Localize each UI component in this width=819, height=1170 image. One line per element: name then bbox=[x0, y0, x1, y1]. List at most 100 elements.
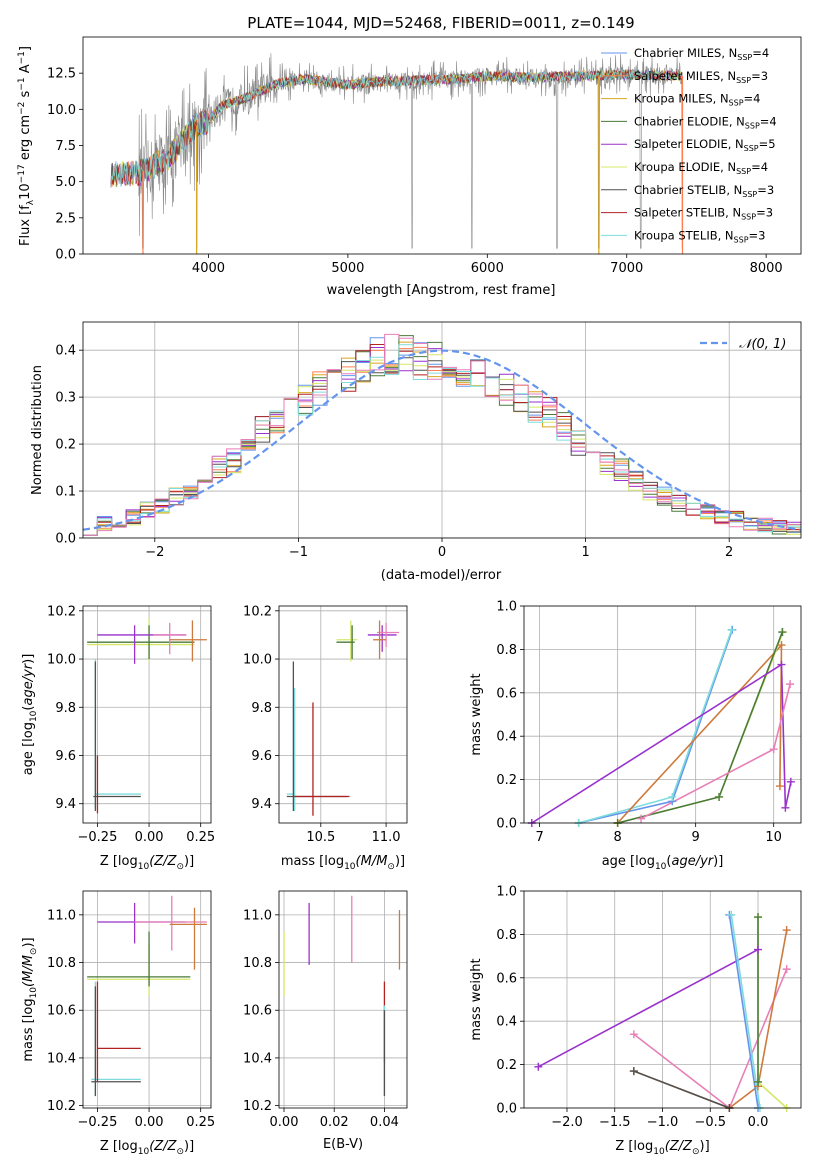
legend-label-sub: SSP bbox=[744, 144, 759, 153]
y-tick-label: 11.0 bbox=[243, 908, 272, 923]
legend-label-tail: =4 bbox=[752, 46, 769, 60]
x-axis-label-part: (Z/Z bbox=[665, 1139, 693, 1154]
legend-label-sub: SSP bbox=[734, 235, 749, 244]
y-tick-label: 2.5 bbox=[55, 211, 76, 226]
series-point-marker bbox=[786, 777, 795, 786]
y-tick-label: 0.6 bbox=[496, 686, 517, 701]
y-axis-label-part: Flux [f bbox=[18, 205, 33, 246]
y-axis-label: age [log10(age/yr)] bbox=[21, 654, 39, 776]
x-tick-label: 0.25 bbox=[186, 830, 215, 845]
y-axis-label-part: 10 bbox=[29, 987, 39, 999]
x-axis-label-part: )] bbox=[713, 854, 723, 869]
plot-area-residuals bbox=[83, 322, 801, 538]
chart-age-vs-Z: −0.25 0.00 0.259.49.69.810.010.2Z [log10(Z… bbox=[21, 604, 215, 872]
series-point-marker bbox=[777, 641, 786, 650]
y-axis-label: mass weight bbox=[469, 673, 484, 755]
y-axis-label-part: )] bbox=[21, 654, 36, 664]
chart-age-vs-mass: 10.5 11.0 9.4 9.6 9.8 10.0 10.2 mass [log10(M/M… bbox=[243, 604, 408, 872]
y-tick-label: 0.0 bbox=[496, 817, 517, 832]
series-line bbox=[578, 629, 733, 823]
x-axis-label-part: Z [log bbox=[100, 1139, 138, 1154]
legend-label: Salpeter STELIB, NSSP=3 bbox=[634, 206, 773, 222]
series-line bbox=[633, 968, 788, 1108]
y-tick-label: 9.8 bbox=[55, 701, 76, 716]
x-tick-label: 0.00 bbox=[135, 830, 164, 845]
y-tick-label: 10.2 bbox=[47, 1099, 76, 1114]
y-tick-label: 10.2 bbox=[243, 1099, 272, 1114]
legend-label-text: Kroupa MILES, N bbox=[634, 92, 729, 106]
y-tick-label: 10.4 bbox=[243, 1051, 272, 1066]
y-axis-label: Normed distribution bbox=[30, 365, 45, 495]
y-tick-label: 0.4 bbox=[496, 1015, 517, 1030]
x-axis-label-part: 10 bbox=[138, 1147, 150, 1157]
x-axis-label-part: (M/M bbox=[356, 854, 388, 869]
y-tick-label: 10.6 bbox=[47, 1004, 76, 1019]
legend-label-sub: SSP bbox=[741, 213, 756, 222]
legend-label-tail: =4 bbox=[760, 114, 777, 128]
x-tick-label: 5000 bbox=[331, 261, 364, 276]
y-tick-label: 9.6 bbox=[55, 749, 76, 764]
x-tick-label: 0 bbox=[438, 545, 446, 560]
x-axis-label: mass [log10(M/M⊙)] bbox=[281, 854, 405, 872]
series-point-marker bbox=[782, 926, 791, 935]
legend-label-sub: SSP bbox=[729, 99, 744, 108]
y-tick-label: 9.6 bbox=[251, 749, 272, 764]
y-tick-label: 10.6 bbox=[243, 1004, 272, 1019]
legend-label-tail: =3 bbox=[751, 69, 768, 83]
x-axis-label-part: 10 bbox=[655, 862, 667, 872]
axes-frame-massweight-vs-Z bbox=[523, 890, 802, 1109]
x-tick-label: 1 bbox=[581, 545, 589, 560]
series-point-marker bbox=[727, 910, 736, 919]
y-tick-label: 10.4 bbox=[47, 1051, 76, 1066]
x-axis-label: Z [log10(Z/Z⊙)] bbox=[100, 854, 194, 872]
series-point-marker bbox=[754, 945, 763, 954]
legend-label-text: Salpeter MILES, N bbox=[634, 69, 736, 83]
y-tick-label: 0.3 bbox=[55, 391, 76, 406]
y-tick-label: 1.0 bbox=[496, 885, 517, 900]
x-tick-label: 10.5 bbox=[306, 830, 335, 845]
legend-label-sub: SSP bbox=[742, 190, 757, 199]
x-tick-label: −0.5 bbox=[694, 1115, 726, 1130]
legend-label-text: Chabrier MILES, N bbox=[634, 46, 737, 60]
x-axis-label-part: )] bbox=[184, 1139, 194, 1154]
series-point-marker bbox=[781, 803, 790, 812]
y-axis-label-part: A bbox=[18, 64, 33, 77]
x-tick-label: −2 bbox=[145, 545, 164, 560]
series-line bbox=[578, 629, 734, 823]
y-axis-label: mass [log10(M/M⊙)] bbox=[21, 937, 39, 1061]
y-axis-label-part: −1 bbox=[17, 77, 27, 90]
normal-curve-line bbox=[83, 349, 801, 531]
y-tick-label: 0.6 bbox=[496, 971, 517, 986]
series-line bbox=[617, 643, 783, 823]
y-tick-label: 1.0 bbox=[496, 600, 517, 615]
series-point-marker bbox=[629, 1067, 638, 1076]
series-point-marker bbox=[769, 745, 778, 754]
chart-spectrum: 4000 5000 6000 7000 8000 0.0 2.5 5.0 7.5 10.0 12.5… bbox=[17, 14, 802, 298]
x-tick-label: 0.25 bbox=[186, 1115, 215, 1130]
x-tick-label: 8000 bbox=[750, 261, 783, 276]
y-tick-label: 9.4 bbox=[251, 797, 272, 812]
plot-area-mass-vs-ebv bbox=[279, 891, 407, 1108]
x-tick-label: −1.0 bbox=[647, 1115, 679, 1130]
y-tick-label: 0.0 bbox=[55, 248, 76, 263]
legend-label-text: Salpeter STELIB, N bbox=[634, 206, 741, 220]
x-tick-label: 0.00 bbox=[135, 1115, 164, 1130]
x-axis-label-part: ⊙ bbox=[387, 862, 395, 872]
series-line bbox=[537, 948, 759, 1068]
series-line bbox=[531, 663, 792, 823]
plot-area-massweight-vs-Z bbox=[524, 891, 801, 1108]
x-tick-label: 0.00 bbox=[270, 1115, 299, 1130]
series-point-marker bbox=[786, 680, 795, 689]
x-axis-label-part: Z [log bbox=[100, 854, 138, 869]
legend-label-text: Kroupa STELIB, N bbox=[634, 228, 734, 242]
y-tick-label: 0.8 bbox=[496, 928, 517, 943]
x-tick-label: 11.0 bbox=[372, 830, 401, 845]
x-tick-label: −0.25 bbox=[78, 1115, 118, 1130]
y-axis-label-part: 10 bbox=[18, 183, 33, 200]
legend-label-tail: =3 bbox=[756, 206, 773, 220]
x-tick-label: 6000 bbox=[471, 261, 504, 276]
y-tick-label: 0.2 bbox=[496, 1058, 517, 1073]
